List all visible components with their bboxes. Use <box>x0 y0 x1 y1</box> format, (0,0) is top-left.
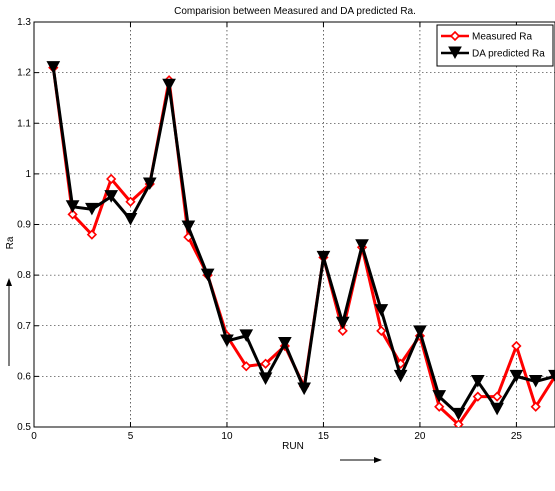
x-axis-arrow <box>340 457 382 463</box>
x-tick-label: 10 <box>221 431 233 442</box>
y-tick-label: 0.6 <box>17 371 31 382</box>
chart-title: Comparision between Measured and DA pred… <box>174 6 416 17</box>
y-tick-label: 0.5 <box>17 422 31 433</box>
y-tick-label: 1.2 <box>17 68 31 79</box>
y-tick-label: 0.7 <box>17 321 31 332</box>
y-axis-label: Ra <box>5 236 16 249</box>
x-tick-label: 5 <box>128 431 134 442</box>
y-tick-label: 0.9 <box>17 220 31 231</box>
y-tick-label: 0.8 <box>17 270 31 281</box>
legend-label: DA predicted Ra <box>472 49 545 60</box>
y-tick-label: 1.3 <box>17 17 31 28</box>
x-tick-label: 25 <box>511 431 523 442</box>
legend: Measured Ra DA predicted Ra <box>437 25 553 66</box>
y-axis-arrow <box>6 278 12 366</box>
y-tick-label: 1 <box>25 169 31 180</box>
x-axis-label: RUN <box>282 441 304 452</box>
x-tick-label: 15 <box>318 431 330 442</box>
x-tick-label: 20 <box>414 431 426 442</box>
x-tick-label: 0 <box>31 431 37 442</box>
y-tick-label: 1.1 <box>17 118 31 129</box>
legend-label: Measured Ra <box>472 32 532 43</box>
